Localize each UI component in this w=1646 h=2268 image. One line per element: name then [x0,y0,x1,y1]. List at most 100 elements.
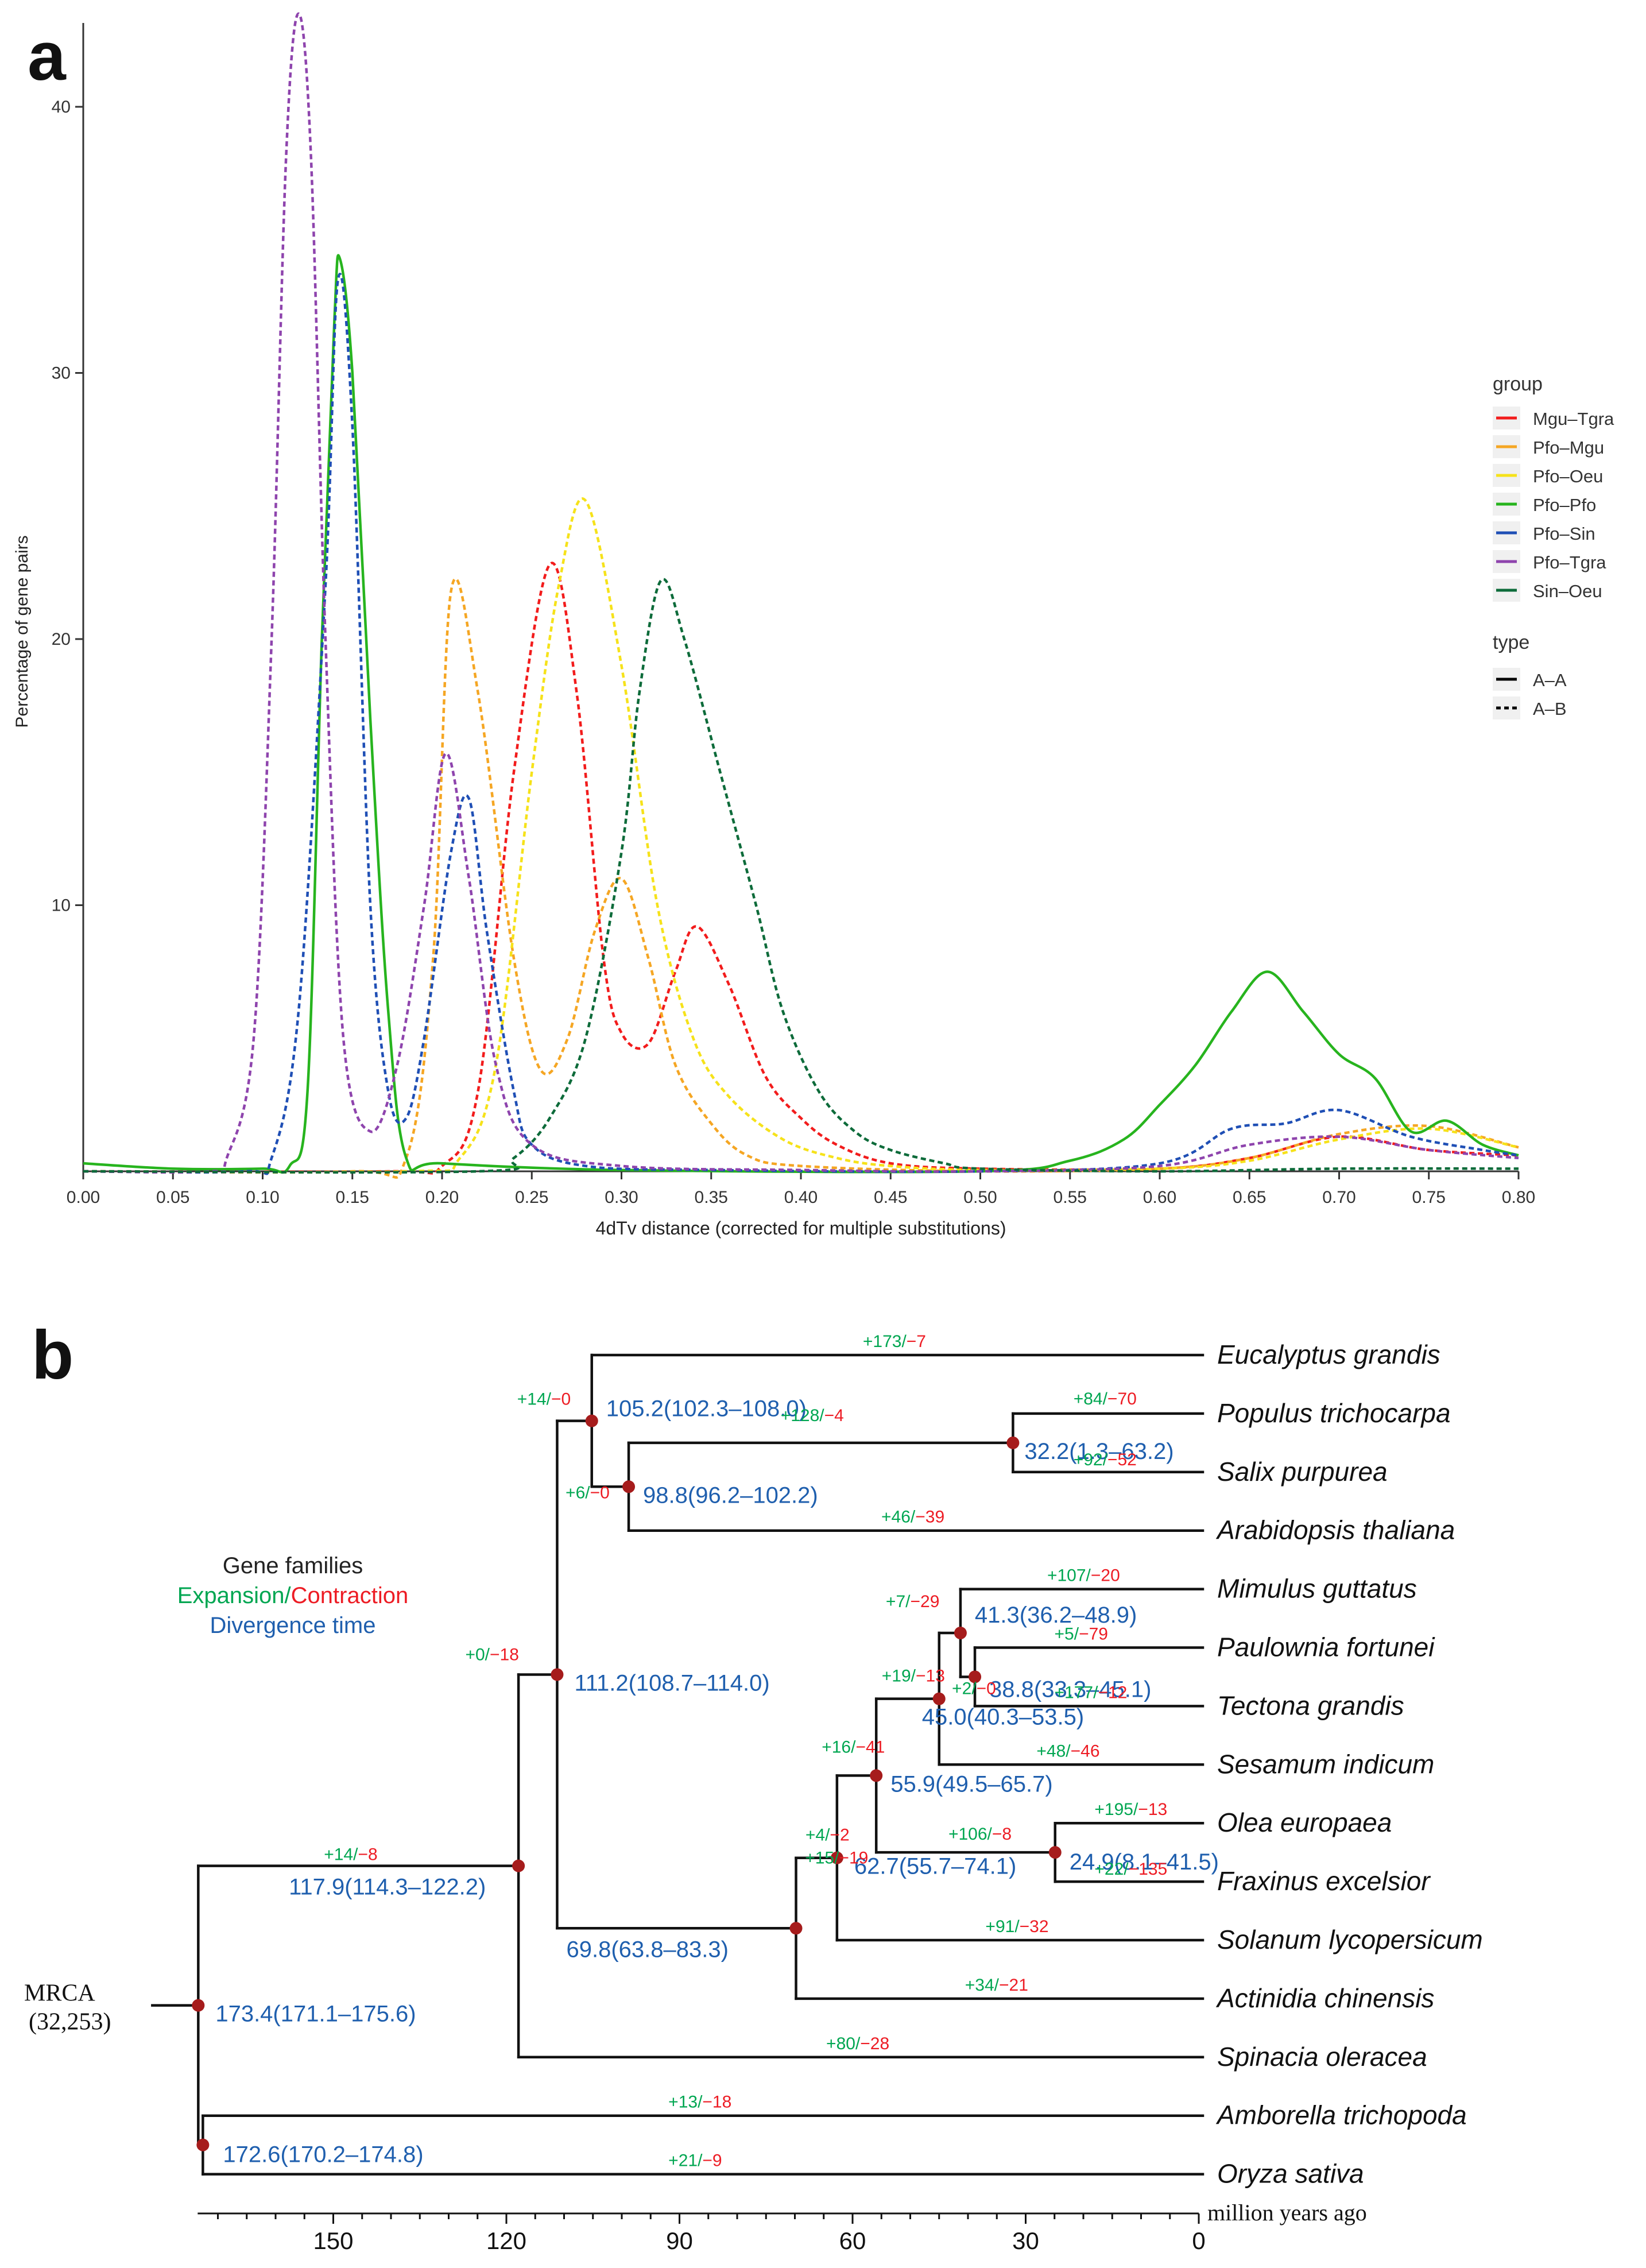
expansion-value: +48 [1036,1741,1066,1760]
time-axis-tick-label: 90 [666,2227,693,2254]
root-label: MRCA [24,1980,95,2007]
expansion-value: +173 [863,1332,902,1351]
contraction-value: −29 [910,1592,939,1611]
taxon-label: Spinacia oleracea [1217,2042,1427,2072]
node-dot [551,1668,564,1681]
slash-separator: / [585,1483,590,1502]
x-tick-label: 0.05 [156,1188,189,1207]
y-tick-label: 30 [52,364,71,383]
node-dot [932,1692,946,1705]
contraction-value: −13 [1138,1800,1167,1819]
contraction-value: −20 [1091,1566,1120,1585]
legend-type-label: A–B [1533,699,1567,719]
root-label-count: (32,253) [29,2009,111,2035]
series-line-pfo-tgra [83,12,1519,1174]
x-tick-label: 0.60 [1143,1188,1176,1207]
x-tick-label: 0.15 [336,1188,369,1207]
slash-separator: / [819,1406,824,1425]
divergence-label: 32.2(1.3–63.2) [1024,1439,1173,1464]
taxon-label: Mimulus guttatus [1217,1574,1417,1604]
legend-group-title: group [1493,373,1543,395]
contraction-value: −7 [907,1332,926,1351]
contraction-value: −9 [702,2151,722,2170]
time-axis-tick-label: 60 [839,2227,866,2254]
expansion-value: +21 [668,2151,698,2170]
node-dot [1048,1846,1062,1859]
divergence-label: 173.4(171.1–175.6) [215,2002,416,2027]
tip-change-label: +177/−12 [1055,1683,1128,1702]
x-tick-label: 0.50 [963,1188,997,1207]
expansion-value: +80 [826,2034,855,2053]
expansion-value: +4 [805,1826,825,1845]
node-dot [512,1859,525,1872]
divergence-label: 55.9(49.5–65.7) [890,1771,1052,1797]
divergence-label: 105.2(102.3–108.0) [606,1396,807,1422]
node-change-label: +15/−19 [805,1849,868,1868]
series-line-pfo-oeu [83,497,1519,1174]
slash-separator: / [911,1667,916,1686]
expansion-value: +106 [948,1825,987,1844]
slash-separator: / [547,1390,552,1409]
taxon-label: Amborella trichopoda [1215,2100,1467,2130]
node-dot [830,1851,843,1864]
tip-change-label: +21/−9 [668,2151,722,2170]
tip-change-label: +13/−18 [668,2093,731,2112]
contraction-value: −18 [702,2093,731,2112]
node-dot [1006,1436,1020,1449]
x-tick-label: 0.10 [246,1188,279,1207]
legend-label: Pfo–Pfo [1533,495,1596,515]
contraction-value: −135 [1129,1860,1168,1879]
node-change-label: +4/−2 [805,1826,850,1845]
tip-change-label: +80/−28 [826,2034,889,2053]
x-axis-title: 4dTv distance (corrected for multiple su… [596,1218,1006,1239]
expansion-value: +13 [668,2093,698,2112]
series-line-mgu-tgra [83,562,1519,1175]
node-dot [192,1999,205,2012]
tip-change-label: +107/−20 [1047,1566,1120,1585]
x-tick-label: 0.55 [1054,1188,1087,1207]
expansion-value: +92 [1074,1450,1103,1469]
tip-change-label: +46/−39 [881,1508,944,1527]
x-tick-label: 0.25 [515,1188,548,1207]
taxon-label: Olea europaea [1217,1808,1392,1837]
x-tick-label: 0.75 [1412,1188,1446,1207]
contraction-value: −12 [1098,1683,1127,1702]
divergence-label: 69.8(63.8–83.3) [567,1937,729,1962]
expansion-value: +22 [1094,1860,1124,1879]
expansion-value: +0 [465,1645,485,1664]
node-change-label: +0/−18 [465,1645,518,1664]
contraction-value: −13 [916,1667,945,1686]
slash-separator: / [485,1645,490,1664]
legend-divergence: Divergence time [210,1613,375,1638]
contraction-value: −70 [1107,1390,1137,1408]
taxon-label: Arabidopsis thaliana [1215,1515,1455,1545]
slash-separator: / [1074,1625,1079,1644]
expansion-value: +15 [805,1849,834,1868]
contraction-value: −39 [915,1508,944,1527]
taxon-label: Populus trichocarpa [1217,1398,1451,1428]
slash-separator: / [1103,1390,1108,1408]
x-tick-label: 0.40 [784,1188,818,1207]
taxon-label: Paulownia fortunei [1217,1632,1435,1662]
time-axis-unit: million years ago [1207,2200,1367,2226]
tip-change-label: +84/−70 [1074,1390,1137,1408]
node-dot [196,2138,210,2151]
expansion-value: +91 [985,1917,1014,1936]
tip-change-label: +173/−7 [863,1332,926,1351]
y-tick-label: 10 [52,896,71,915]
node-dot [789,1922,803,1935]
node-change-label: +19/−13 [882,1667,945,1686]
expansion-value: +5 [1055,1625,1074,1644]
expansion-value: +46 [881,1508,911,1527]
divergence-label: 172.6(170.2–174.8) [223,2142,423,2168]
legend-expansion-contraction: Expansion/Contraction [177,1583,408,1608]
y-axis-title: Percentage of gene pairs [13,535,32,727]
slash-separator: / [825,1826,830,1845]
panel-a-letter: a [28,18,66,95]
time-axis-tick-label: 150 [313,2227,353,2254]
legend-label: Pfo–Tgra [1533,552,1606,572]
node-change-label: +14/−8 [324,1845,377,1864]
slash-separator: / [1014,1917,1020,1936]
x-tick-label: 0.00 [67,1188,100,1207]
divergence-label: 24.9(8.1–41.5) [1070,1849,1219,1875]
